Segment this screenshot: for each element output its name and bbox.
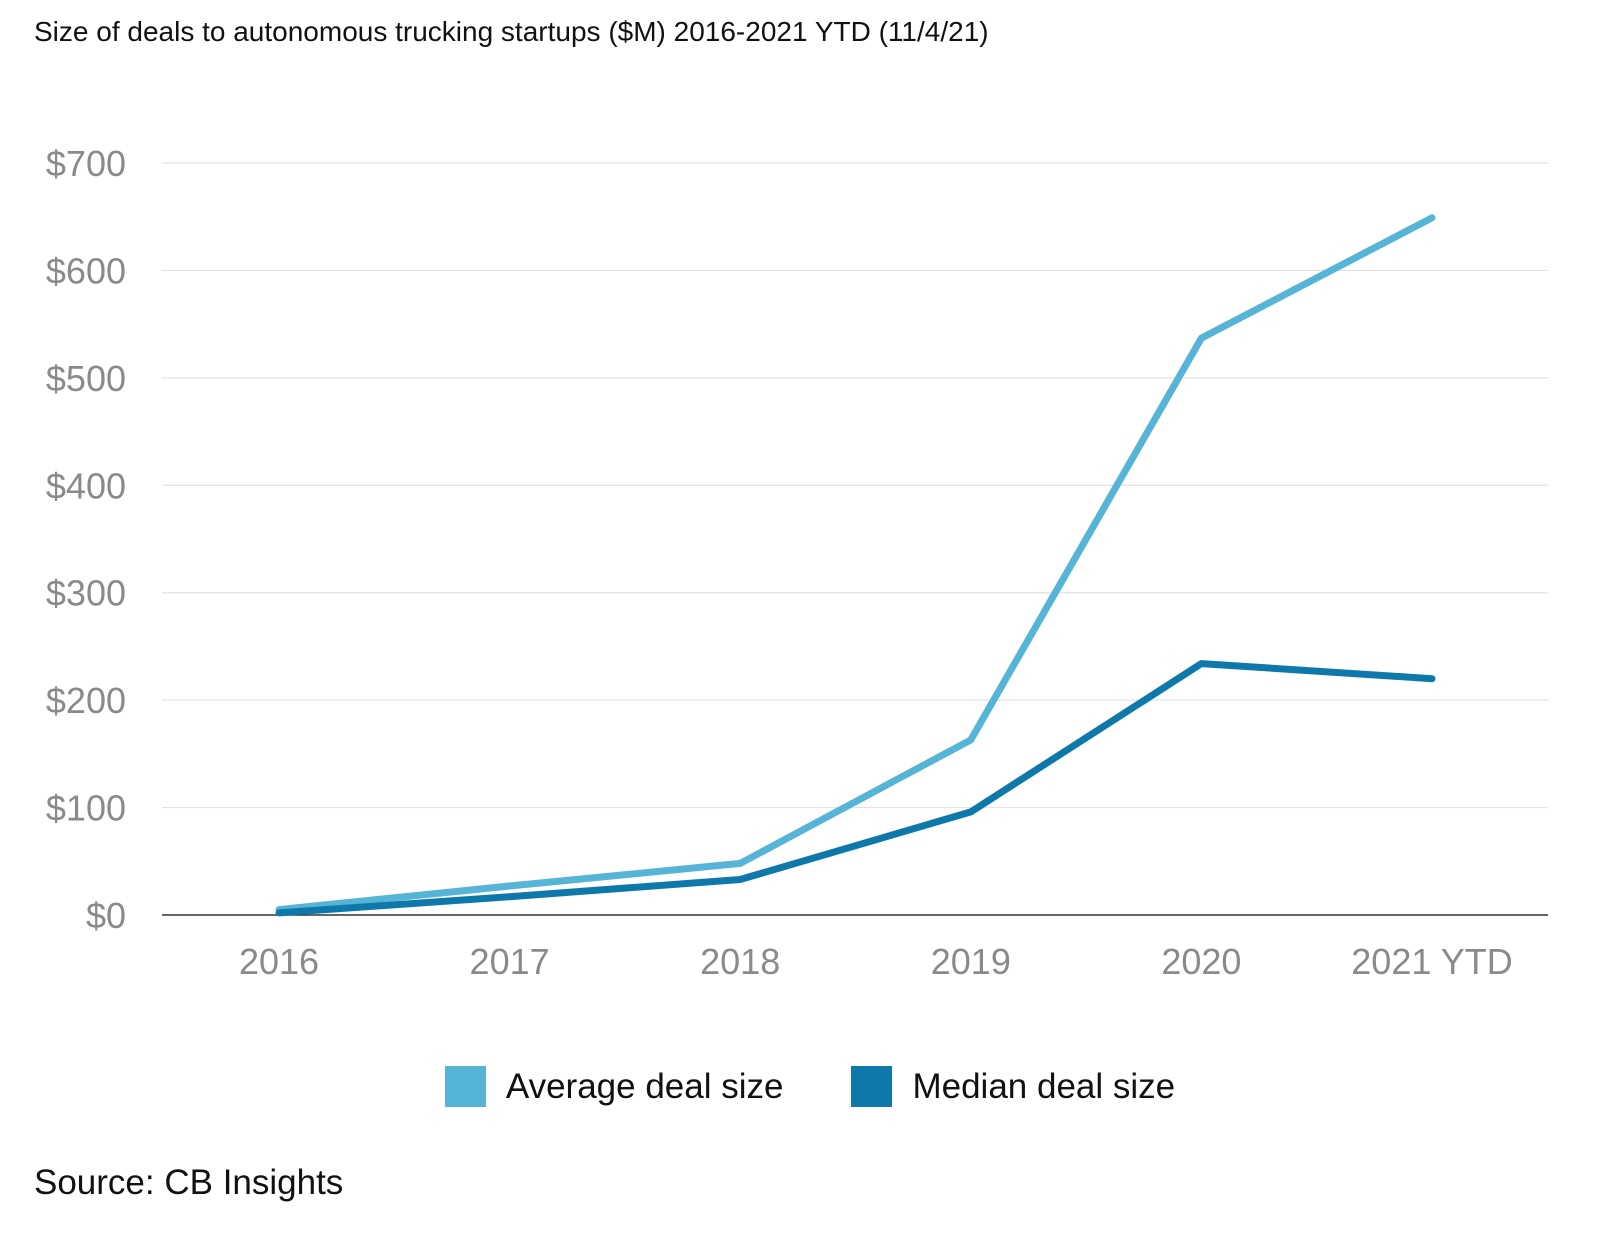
y-tick-label: $500 [46,358,126,399]
legend: Average deal size Median deal size [0,1066,1600,1107]
x-tick-label: 2018 [700,941,780,982]
y-tick-label: $200 [46,680,126,721]
gridlines [162,162,1548,916]
series-lines [275,214,1436,917]
series-line-median [275,660,1436,917]
y-axis-tick-labels: $0 $100 $200 $300 $400 $500 $600 $700 [46,143,126,936]
legend-swatch-median [851,1066,893,1107]
x-tick-label: 2021 YTD [1351,941,1512,982]
x-tick-label: 2019 [931,941,1011,982]
y-tick-label: $600 [46,250,126,291]
legend-item-median: Median deal size [851,1066,1175,1107]
y-tick-label: $300 [46,573,126,614]
source-note: Source: CB Insights [34,1163,344,1202]
y-tick-label: $100 [46,788,126,829]
series-line-average [275,214,1436,914]
legend-label-median: Median deal size [912,1066,1176,1106]
legend-swatch-average [444,1066,486,1107]
y-tick-label: $400 [46,465,126,506]
x-tick-label: 2016 [239,941,319,982]
legend-label-average: Average deal size [505,1066,784,1106]
chart-title: Size of deals to autonomous trucking sta… [34,16,989,47]
x-axis-tick-labels: 2016 2017 2018 2019 2020 2021 YTD [239,941,1513,982]
x-tick-label: 2020 [1161,941,1241,982]
y-tick-label: $700 [46,143,126,184]
x-tick-label: 2017 [470,941,550,982]
legend-item-average: Average deal size [444,1066,784,1107]
y-tick-label: $0 [86,895,126,936]
